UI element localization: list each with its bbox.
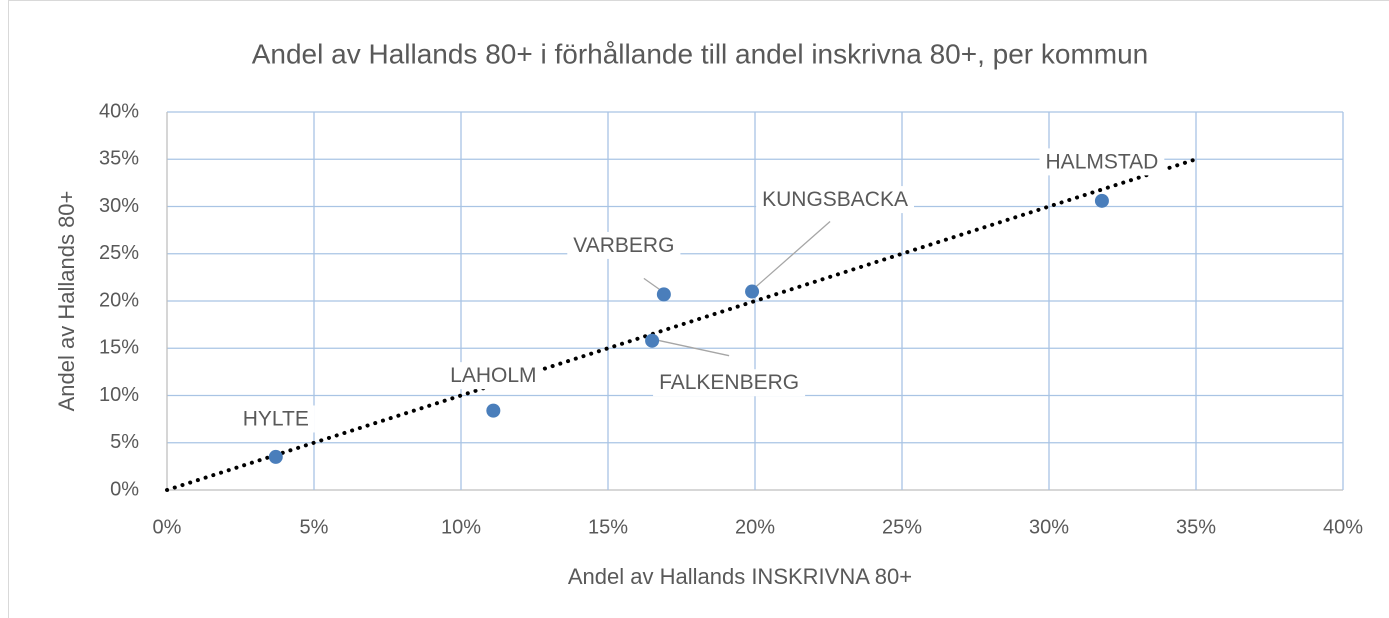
chart-title: Andel av Hallands 80+ i förhållande till… — [252, 38, 1149, 69]
y-tick-label: 15% — [99, 337, 139, 359]
y-tick-label: 10% — [99, 384, 139, 406]
x-tick-label: 0% — [153, 516, 182, 538]
label-background — [567, 231, 681, 259]
x-tick-label: 30% — [1029, 516, 1069, 538]
label-background — [1039, 148, 1165, 176]
point-label: KUNGSBACKA — [762, 188, 908, 211]
y-tick-label: 25% — [99, 242, 139, 264]
y-tick-label: 40% — [99, 100, 139, 122]
x-axis-title: Andel av Hallands INSKRIVNA 80+ — [568, 564, 912, 589]
trendline — [165, 157, 1198, 492]
leader-line — [643, 277, 662, 291]
x-tick-label: 35% — [1176, 516, 1216, 538]
point-label: HYLTE — [243, 407, 309, 430]
point-label: VARBERG — [573, 234, 674, 257]
x-tick-label: 20% — [735, 516, 775, 538]
label-background — [756, 186, 914, 214]
chart-frame — [8, 0, 1389, 618]
point-label: FALKENBERG — [659, 371, 799, 394]
x-tick-label: 25% — [882, 516, 922, 538]
x-tick-label: 15% — [588, 516, 628, 538]
y-tick-label: 30% — [99, 195, 139, 217]
label-background — [653, 369, 806, 397]
point-label: LAHOLM — [450, 364, 536, 387]
y-tick-label: 20% — [99, 289, 139, 311]
point — [656, 287, 671, 302]
x-tick-label: 10% — [441, 516, 481, 538]
y-tick-label: 5% — [110, 431, 139, 453]
point-label: HALMSTAD — [1046, 150, 1159, 173]
x-tick-label: 40% — [1323, 516, 1363, 538]
y-axis-title: Andel av Hallands 80+ — [54, 191, 79, 412]
label-background — [444, 362, 543, 390]
point — [745, 284, 760, 299]
point — [486, 403, 501, 418]
label-background — [236, 405, 315, 433]
y-tick-label: 35% — [99, 148, 139, 170]
leader-line — [754, 221, 831, 289]
leader-line — [654, 339, 730, 357]
x-tick-label: 5% — [300, 516, 329, 538]
point — [1094, 193, 1109, 208]
point — [645, 333, 660, 348]
point — [268, 449, 283, 464]
y-tick-label: 0% — [110, 478, 139, 500]
